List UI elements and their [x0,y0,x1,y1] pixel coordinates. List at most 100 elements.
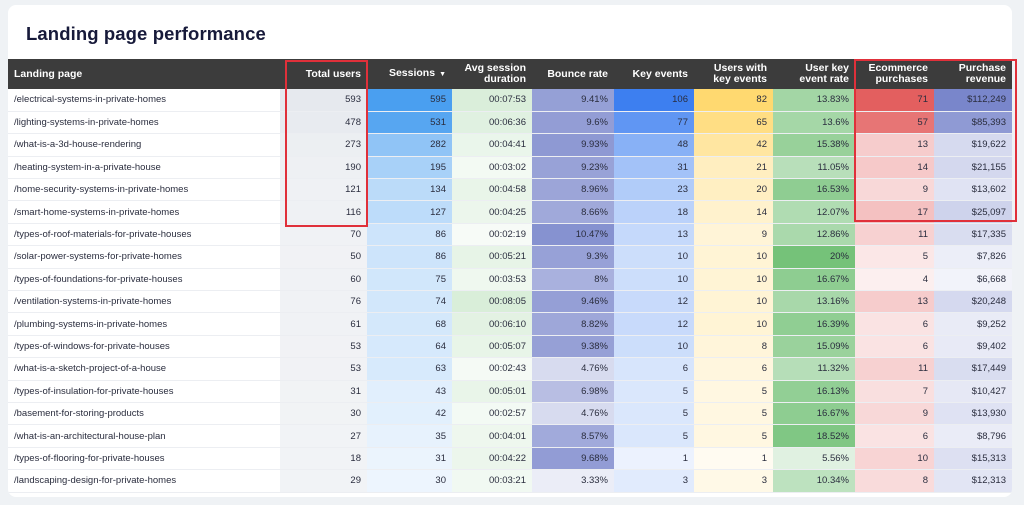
cell-key-events: 10 [614,268,694,292]
cell-total-users: 53 [280,357,367,381]
table-row[interactable]: /types-of-roof-materials-for-private-hou… [8,223,1012,247]
cell-users-with-key-events: 14 [694,200,773,224]
column-header-label: Landing page [14,67,83,80]
cell-purchase-revenue: $17,449 [934,357,1012,381]
cell-users-with-key-events: 5 [694,402,773,426]
cell-ecommerce-purchases: 8 [855,469,934,493]
cell-sessions: 43 [367,380,452,403]
landing-page-link[interactable]: /what-is-an-architectural-house-plan [8,424,280,448]
column-header-purchase-revenue[interactable]: Purchase revenue [934,59,1012,89]
table-row[interactable]: /types-of-foundations-for-private-houses… [8,268,1012,292]
table-row[interactable]: /what-is-a-3d-house-rendering 273 282 00:04… [8,133,1012,157]
table-row[interactable]: /what-is-a-sketch-project-of-a-house 53 63… [8,357,1012,381]
cell-key-events: 48 [614,133,694,157]
cell-bounce-rate: 8.66% [532,200,614,224]
cell-bounce-rate: 9.3% [532,245,614,269]
cell-purchase-revenue: $20,248 [934,290,1012,314]
column-header-page[interactable]: Landing page [8,59,280,89]
sort-desc-icon[interactable]: ▼ [439,71,446,78]
column-header-user-key-event-rate[interactable]: User key event rate [773,59,855,89]
landing-page-link[interactable]: /smart-home-systems-in-private-homes [8,200,280,224]
landing-page-link[interactable]: /types-of-flooring-for-private-houses [8,447,280,471]
landing-page-link[interactable]: /plumbing-systems-in-private-homes [8,312,280,336]
cell-user-key-event-rate: 5.56% [773,447,855,471]
cell-avg-session-duration: 00:05:01 [452,380,532,403]
cell-user-key-event-rate: 16.39% [773,312,855,336]
landing-page-table: Landing page Total users Sessions ▼ Avg sess… [8,59,1012,493]
table-row[interactable]: /solar-power-systems-for-private-homes 50… [8,245,1012,269]
landing-page-link[interactable]: /types-of-insulation-for-private-houses [8,380,280,403]
cell-ecommerce-purchases: 10 [855,447,934,471]
cell-avg-session-duration: 00:04:58 [452,178,532,202]
column-header-label: Purchase revenue [958,62,1006,85]
table-row[interactable]: /plumbing-systems-in-private-homes 61 68 00… [8,312,1012,336]
column-header-label: Avg session duration [464,62,526,85]
landing-page-link[interactable]: /what-is-a-3d-house-rendering [8,133,280,157]
cell-purchase-revenue: $9,402 [934,335,1012,359]
report-card: Landing page performance Landing page Tot… [8,5,1012,497]
cell-bounce-rate: 9.93% [532,133,614,157]
column-header-ecommerce-purchases[interactable]: Ecommerce purchases [855,59,934,89]
cell-ecommerce-purchases: 13 [855,133,934,157]
cell-avg-session-duration: 00:04:25 [452,200,532,224]
cell-user-key-event-rate: 13.6% [773,111,855,135]
cell-purchase-revenue: $13,930 [934,402,1012,426]
cell-avg-session-duration: 00:04:01 [452,424,532,448]
landing-page-link[interactable]: /types-of-foundations-for-private-houses [8,268,280,292]
table-row[interactable]: /ventilation-systems-in-private-homes 76 7… [8,290,1012,314]
column-header-users-with-key-events[interactable]: Users with key events [694,59,773,89]
cell-total-users: 478 [280,111,367,135]
table-row[interactable]: /types-of-flooring-for-private-houses 18 3… [8,447,1012,471]
cell-total-users: 29 [280,469,367,493]
cell-user-key-event-rate: 11.05% [773,156,855,180]
cell-bounce-rate: 9.6% [532,111,614,135]
column-header-avg-session-duration[interactable]: Avg session duration [452,59,532,89]
column-header-bounce-rate[interactable]: Bounce rate [532,59,614,89]
cell-avg-session-duration: 00:08:05 [452,290,532,314]
landing-page-link[interactable]: /electrical-systems-in-private-homes [8,89,280,112]
landing-page-link[interactable]: /landscaping-design-for-private-homes [8,469,280,493]
landing-page-link[interactable]: /basement-for-storing-products [8,402,280,426]
cell-total-users: 121 [280,178,367,202]
cell-ecommerce-purchases: 11 [855,223,934,247]
cell-purchase-revenue: $112,249 [934,89,1012,112]
cell-users-with-key-events: 65 [694,111,773,135]
table-row[interactable]: /lighting-systems-in-private-homes 478 531… [8,111,1012,135]
cell-key-events: 31 [614,156,694,180]
table-row[interactable]: /types-of-windows-for-private-houses 53 64… [8,335,1012,359]
cell-ecommerce-purchases: 17 [855,200,934,224]
cell-avg-session-duration: 00:03:21 [452,469,532,493]
column-header-label: User key event rate [799,62,849,85]
cell-total-users: 76 [280,290,367,314]
landing-page-link[interactable]: /solar-power-systems-for-private-homes [8,245,280,269]
table-row[interactable]: /electrical-systems-in-private-homes 593 5… [8,89,1012,112]
column-header-key-events[interactable]: Key events [614,59,694,89]
table-row[interactable]: /basement-for-storing-products 30 42 00:02:… [8,402,1012,426]
cell-bounce-rate: 8.96% [532,178,614,202]
cell-avg-session-duration: 00:02:57 [452,402,532,426]
column-header-total-users[interactable]: Total users [280,59,367,89]
table-body: /electrical-systems-in-private-homes 593 5… [8,89,1012,493]
table-row[interactable]: /types-of-insulation-for-private-houses 3… [8,380,1012,403]
table-row[interactable]: /landscaping-design-for-private-homes 29 3… [8,469,1012,493]
landing-page-link[interactable]: /ventilation-systems-in-private-homes [8,290,280,314]
landing-page-link[interactable]: /lighting-systems-in-private-homes [8,111,280,135]
landing-page-link[interactable]: /heating-system-in-a-private-house [8,156,280,180]
cell-sessions: 86 [367,223,452,247]
landing-page-link[interactable]: /types-of-roof-materials-for-private-hou… [8,223,280,247]
landing-page-link[interactable]: /types-of-windows-for-private-houses [8,335,280,359]
cell-user-key-event-rate: 13.83% [773,89,855,112]
table-row[interactable]: /home-security-systems-in-private-homes 1… [8,178,1012,202]
cell-key-events: 1 [614,447,694,471]
table-row[interactable]: /smart-home-systems-in-private-homes 116 1… [8,200,1012,224]
landing-page-link[interactable]: /home-security-systems-in-private-homes [8,178,280,202]
table-row[interactable]: /heating-system-in-a-private-house 190 195… [8,156,1012,180]
cell-sessions: 134 [367,178,452,202]
cell-purchase-revenue: $7,826 [934,245,1012,269]
cell-purchase-revenue: $15,313 [934,447,1012,471]
landing-page-link[interactable]: /what-is-a-sketch-project-of-a-house [8,357,280,381]
column-header-sessions[interactable]: Sessions ▼ [367,59,452,89]
cell-purchase-revenue: $13,602 [934,178,1012,202]
table-row[interactable]: /what-is-an-architectural-house-plan 27 35… [8,424,1012,448]
cell-purchase-revenue: $6,668 [934,268,1012,292]
